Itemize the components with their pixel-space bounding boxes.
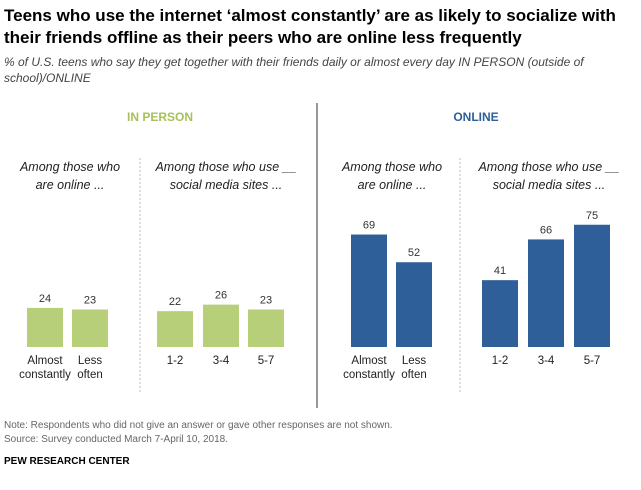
group-title-line: are online ... [357,178,427,192]
category-label: 3-4 [213,355,230,367]
group-title-line: Among those who [341,160,443,174]
footer-brand: PEW RESEARCH CENTER [4,456,130,467]
bar [351,234,387,347]
category-label: 5-7 [584,355,601,367]
group-title-line: are online ... [35,178,105,192]
category-label: Less [402,355,427,367]
bar [72,309,108,347]
data-label: 75 [586,210,598,222]
bar [396,262,432,347]
category-label: constantly [19,369,71,381]
group-title-line: social media sites ... [169,178,283,192]
footer-note: Note: Respondents who did not give an an… [4,420,393,431]
category-label: Almost [27,355,63,367]
category-label: Almost [351,355,387,367]
chart-title: Teens who use the internet ‘almost const… [4,6,616,47]
category-label: 1-2 [167,355,184,367]
category-label: 5-7 [258,355,275,367]
category-label: 3-4 [538,355,555,367]
category-label: constantly [343,369,395,381]
category-label: often [77,369,103,381]
bar [203,304,239,347]
data-label: 52 [408,247,420,259]
bar [528,239,564,347]
bar [574,224,610,347]
group-title-online-online: Among those who are online ... [322,158,462,194]
category-label: Less [78,355,103,367]
group-title-line: Among those who [19,160,121,174]
group-title-line: social media sites ... [492,178,606,192]
category-label: 1-2 [492,355,509,367]
category-label: often [401,369,427,381]
bar [157,311,193,347]
panel-title-in-person: IN PERSON [126,110,193,124]
bar [482,280,518,347]
data-label: 41 [494,265,506,277]
data-label: 69 [363,220,375,232]
group-title-line: Among those who use __ [478,160,620,174]
data-label: 26 [215,290,227,302]
footer-source: Source: Survey conducted March 7-April 1… [4,434,229,445]
group-title-line: Among those who use __ [155,160,297,174]
bar [248,309,284,347]
bar [27,307,63,347]
data-label: 22 [169,296,181,308]
group-title-online-social: Among those who use __ social media site… [465,158,633,194]
data-label: 66 [540,224,552,236]
panel-title-online: ONLINE [453,110,499,124]
group-title-inperson-online: Among those who are online ... [0,158,140,194]
data-label: 23 [84,295,96,307]
group-title-inperson-social: Among those who use __ social media site… [142,158,310,194]
chart-subtitle: % of U.S. teens who say they get togethe… [4,55,584,85]
data-label: 23 [260,295,272,307]
data-label: 24 [39,293,51,305]
